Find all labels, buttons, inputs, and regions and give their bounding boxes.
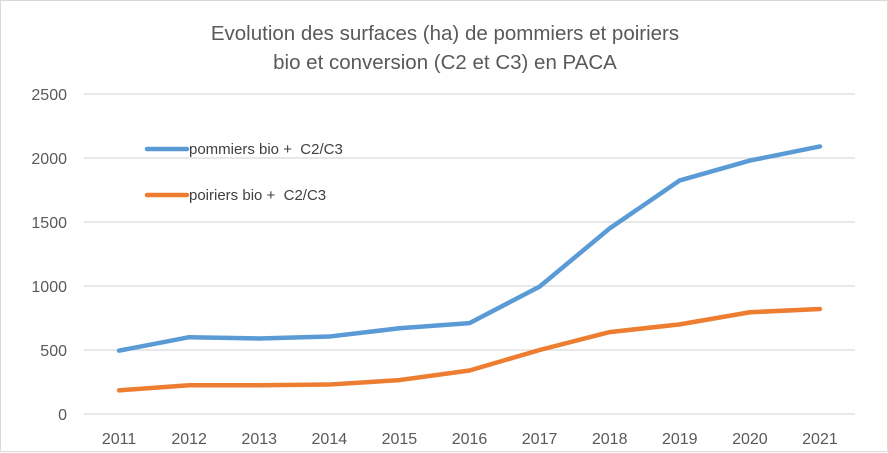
y-tick-label: 500 [40,343,67,360]
series-lines [119,146,820,390]
legend-item: poiriers bio + C2/C3 [147,187,326,204]
x-axis-ticks: 2011 2012 2013 2014 2015 2016 2017 2018 2019 2020… [102,431,838,448]
x-tick-label: 2011 [102,431,137,448]
legend-label: poiriers bio + C2/C3 [189,187,326,204]
x-tick-label: 2021 [802,431,838,448]
x-tick-label: 2019 [662,431,698,448]
x-tick-label: 2013 [241,431,277,448]
x-tick-label: 2012 [171,431,207,448]
legend: pommiers bio + C2/C3 poiriers bio + C2/C3 [147,141,343,204]
y-tick-label: 0 [58,407,67,424]
y-tick-label: 2500 [31,87,67,104]
x-tick-label: 2014 [312,431,348,448]
x-tick-label: 2018 [592,431,628,448]
x-tick-label: 2015 [382,431,418,448]
y-axis-ticks: 0 500 1000 1500 2000 2500 [31,87,67,424]
x-tick-label: 2020 [732,431,768,448]
x-tick-label: 2016 [452,431,488,448]
x-tick-label: 2017 [522,431,558,448]
legend-item: pommiers bio + C2/C3 [147,141,343,158]
legend-label: pommiers bio + C2/C3 [189,141,343,158]
y-tick-label: 1000 [31,279,67,296]
y-tick-label: 1500 [31,215,67,232]
y-tick-label: 2000 [31,151,67,168]
